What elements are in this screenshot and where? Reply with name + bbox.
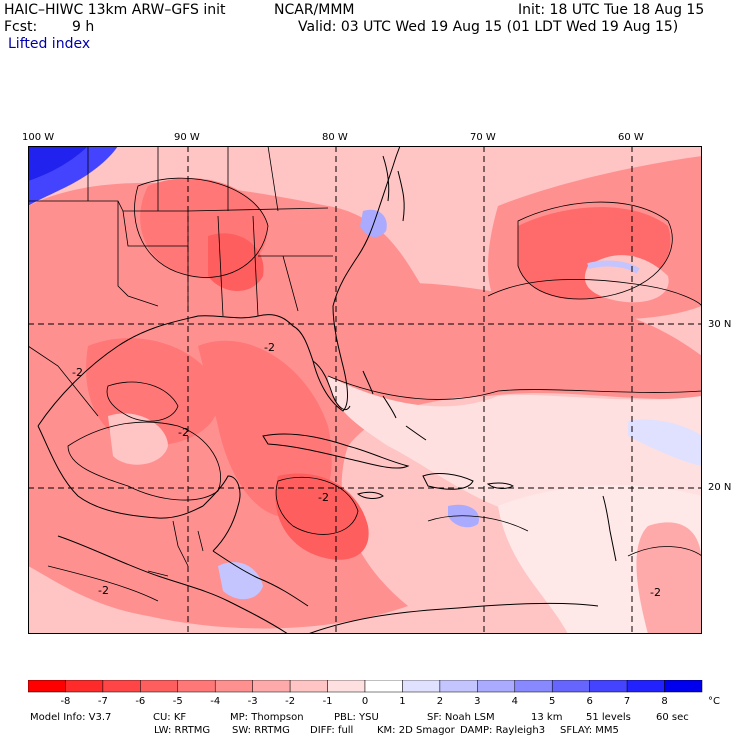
legend-level-label: 5 [549, 696, 555, 706]
legend-level-label: 8 [661, 696, 667, 706]
lon-label-90w: 90 W [174, 132, 200, 143]
valid-time: Valid: 03 UTC Wed 19 Aug 15 (01 LDT Wed … [298, 19, 679, 35]
init-time: Init: 18 UTC Tue 18 Aug 15 [518, 2, 705, 18]
contour-label: -2 [72, 366, 83, 379]
legend-level-label: -1 [323, 696, 333, 706]
stable-patch-central-america [218, 562, 263, 600]
model-info-cu: CU: KF [153, 712, 187, 723]
legend-unit: °C [708, 696, 720, 706]
model-info-version: Model Info: V3.7 [30, 712, 112, 723]
legend-level-label: -2 [285, 696, 295, 706]
southeast-us-dark-core [208, 233, 264, 291]
model-info-diff: DIFF: full [310, 725, 354, 736]
legend-level-label: -5 [173, 696, 183, 706]
legend-color-box [177, 680, 216, 693]
stable-patch-east [628, 419, 702, 466]
legend-color-box [514, 680, 553, 693]
color-legend: -8 -7 -6 -5 -4 -3 -2 -1 0 1 2 3 4 5 6 7 8 °C [28, 680, 720, 706]
political-borders [28, 146, 333, 577]
map-frame [28, 146, 702, 634]
model-info-sf: SF: Noah LSM [427, 712, 495, 723]
legend-color-box [477, 680, 516, 693]
legend-color-box [327, 680, 366, 693]
lat-label-30n: 30 N [708, 319, 732, 330]
contour-label: -2 [178, 426, 189, 439]
legend-color-box [252, 680, 291, 693]
model-info-lw: LW: RRTMG [154, 725, 211, 736]
legend-level-label: 4 [512, 696, 518, 706]
legend-level-label: -8 [60, 696, 70, 706]
caribbean-core [275, 473, 369, 560]
legend-color-box [140, 680, 179, 693]
stable-streak-atlantic [587, 260, 640, 274]
atlantic-lighter-patch [584, 255, 669, 303]
legend-level-label: 3 [474, 696, 480, 706]
model-info-timestep: 60 sec [656, 712, 689, 723]
model-info-levels: 51 levels [586, 712, 631, 723]
fcst-value: 9 h [72, 19, 95, 35]
model-info-pbl: PBL: YSU [334, 712, 379, 723]
lon-label-60w: 60 W [618, 132, 644, 143]
stable-patch-northwest-core [28, 146, 88, 181]
legend-level-label: -6 [135, 696, 145, 706]
model-info-sw: SW: RRTMG [232, 725, 290, 736]
legend-color-box [589, 680, 628, 693]
org-label: NCAR/MMM [274, 2, 355, 18]
legend-color-box [402, 680, 441, 693]
legend-color-box [102, 680, 141, 693]
contour-label: -2 [98, 584, 109, 597]
contour-label: -2 [264, 341, 275, 354]
legend-color-box [626, 680, 665, 693]
legend-level-label: 1 [399, 696, 405, 706]
lat-lon-grid [28, 146, 702, 634]
legend-color-box [664, 680, 703, 693]
lifted-index-map: -2 -2 -2 -2 -2 -2 [28, 146, 702, 634]
coastlines [37, 146, 617, 634]
contour-label: -2 [650, 586, 661, 599]
south-east-red-patch [636, 522, 702, 634]
lat-label-20n: 20 N [708, 482, 732, 493]
fcst-label: Fcst: [4, 19, 38, 35]
legend-level-label: 6 [586, 696, 592, 706]
legend-level-label: -4 [210, 696, 220, 706]
contour-lines [47, 177, 702, 602]
legend-level-label: 7 [624, 696, 630, 706]
legend-color-box [65, 680, 104, 693]
lon-label-80w: 80 W [322, 132, 348, 143]
gulf-lighter-patch [108, 413, 168, 465]
model-info-mp: MP: Thompson [230, 712, 304, 723]
legend-level-label: -7 [98, 696, 108, 706]
model-title: HAIC–HIWC 13km ARW–GFS init [4, 2, 226, 18]
lon-label-100w: 100 W [22, 132, 55, 143]
legend-level-label: 2 [437, 696, 443, 706]
legend-color-box [214, 680, 253, 693]
model-info-km: KM: 2D Smagor [377, 725, 455, 736]
model-info-sflay: SFLAY: MM5 [560, 725, 619, 736]
field-name: Lifted index [8, 36, 91, 52]
legend-level-label: -3 [248, 696, 258, 706]
lon-label-70w: 70 W [470, 132, 496, 143]
model-info-res: 13 km [531, 712, 563, 723]
model-info-damp: DAMP: Rayleigh3 [460, 725, 546, 736]
legend-color-box [28, 680, 66, 693]
legend-color-box [551, 680, 590, 693]
legend-color-box [364, 680, 403, 693]
legend-level-label: 0 [362, 696, 368, 706]
contour-label: -2 [318, 491, 329, 504]
legend-color-box [289, 680, 328, 693]
gulf-core-east [198, 340, 332, 518]
legend-color-box [439, 680, 478, 693]
